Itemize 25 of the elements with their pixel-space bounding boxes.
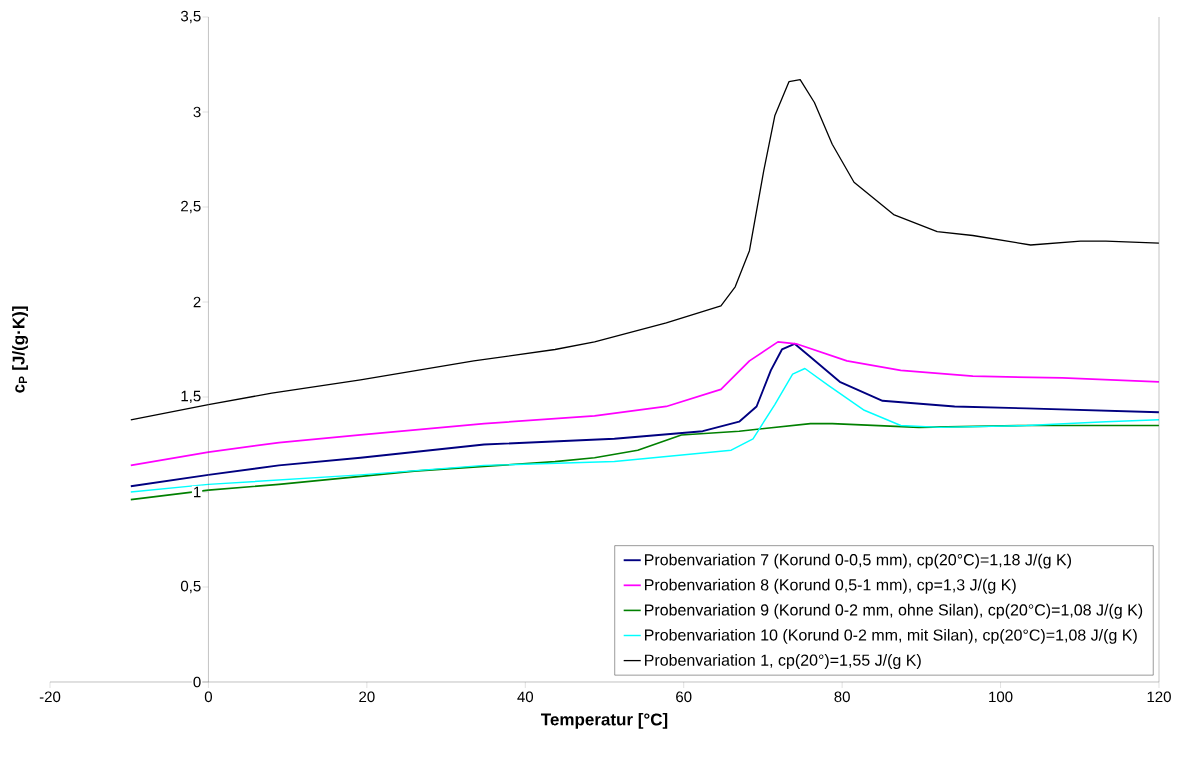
- line-series: [130, 79, 1160, 421]
- legend-label: Probenvariation 9 (Korund 0-2 mm, ohne Silan), cp(20°C)=1,08 J/(g K): [645, 603, 1143, 619]
- x-tick-label: 40: [517, 691, 534, 703]
- x-tick-label: 0: [204, 691, 213, 703]
- x-tick-label: 120: [1147, 691, 1171, 703]
- y-tick-label: 0,5: [180, 580, 201, 594]
- x-tick-label: 60: [676, 691, 692, 703]
- y-tick-label: 2,5: [181, 200, 201, 214]
- x-tick-label: 20: [359, 691, 375, 703]
- x-tick-label: 80: [834, 691, 850, 703]
- y-tick-label: 1,5: [181, 390, 201, 404]
- y-tick-label: 1: [194, 486, 201, 498]
- legend-label: Probenvariation 8 (Korund 0,5-1 mm), cp=1,3 J/(g K): [645, 578, 1016, 594]
- y-tick-label: 2: [193, 296, 201, 308]
- line-series: [130, 422, 1160, 501]
- legend-label: Probenvariation 7 (Korund 0-0,5 mm), cp(20°C)=1,18 J/(g K): [645, 553, 1071, 569]
- legend-label: Probenvariation 1, cp(20°)=1,55 J/(g K): [645, 654, 921, 669]
- x-tick-label: -20: [39, 691, 61, 703]
- y-tick-label: 3: [193, 106, 201, 118]
- x-axis-title: Temperatur [°C]: [540, 713, 668, 729]
- text: c$_{P}$ [J/(g·K)]: [12, 306, 29, 393]
- y-tick-label: 3,5: [180, 10, 201, 24]
- x-tick-label: 100: [989, 691, 1013, 703]
- legend-label: Probenvariation 10 (Korund 0-2 mm, mit Silan), cp(20°C)=1,08 J/(g K): [645, 628, 1137, 644]
- y-tick-label: 0: [193, 676, 201, 688]
